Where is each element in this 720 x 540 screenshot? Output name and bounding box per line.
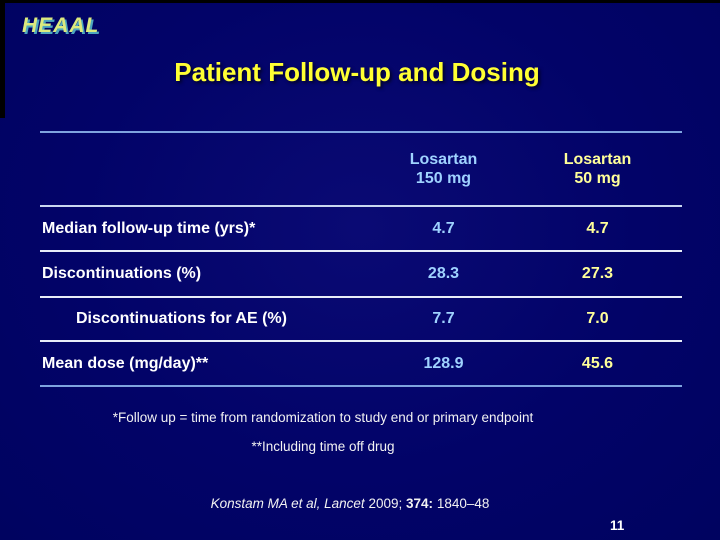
footnote-time-off-drug: **Including time off drug [251, 439, 395, 454]
slide-edge-artifact-left [0, 0, 5, 118]
heaal-logo: HEAAL [22, 14, 100, 37]
column-header-losartan-150-line2: 150 mg [415, 170, 472, 187]
citation-source: Konstam MA et al, Lancet [210, 496, 365, 511]
row-label: Mean dose (mg/day)** [42, 354, 209, 372]
cell-losartan-150: 4.7 [432, 219, 455, 237]
cell-losartan-150: 7.7 [432, 310, 455, 327]
slide-edge-artifact-top [0, 0, 720, 3]
footnotes: *Follow up = time from randomization to … [0, 410, 646, 454]
column-header-losartan-50-line1: Losartan [563, 151, 632, 168]
citation-year: 2009; [368, 496, 403, 511]
citation-volume: 374: [406, 496, 434, 511]
cell-losartan-50: 4.7 [586, 219, 609, 237]
citation-pages: 1840–48 [436, 496, 490, 511]
footnote-follow-up: *Follow up = time from randomization to … [112, 410, 534, 425]
column-header-losartan-50: Losartan 50 mg [515, 150, 680, 188]
slide-title: Patient Follow-up and Dosing [174, 57, 540, 87]
cell-losartan-150: 128.9 [423, 354, 464, 372]
table-header-row: Losartan 150 mg Losartan 50 mg [40, 131, 682, 207]
table-row-discontinuations: Discontinuations (%) 28.3 27.3 [40, 252, 682, 298]
column-header-losartan-50-line2: 50 mg [574, 170, 621, 187]
row-label: Discontinuations for AE (%) [76, 310, 287, 327]
table-row-median-follow-up: Median follow-up time (yrs)* 4.7 4.7 [40, 207, 682, 252]
cell-losartan-150: 28.3 [427, 265, 460, 282]
page-number: 11 [610, 518, 625, 533]
citation: Konstam MA et al, Lancet 2009; 374: 1840… [0, 496, 700, 511]
row-label: Discontinuations (%) [42, 265, 202, 282]
table-row-mean-dose: Mean dose (mg/day)** 128.9 45.6 [40, 342, 682, 385]
cell-losartan-50: 27.3 [581, 265, 614, 282]
cell-losartan-50: 45.6 [581, 354, 614, 372]
row-label: Median follow-up time (yrs)* [42, 219, 256, 237]
table-row-discontinuations-ae: Discontinuations for AE (%) 7.7 7.0 [40, 298, 682, 342]
column-header-losartan-150: Losartan 150 mg [372, 150, 515, 188]
cell-losartan-50: 7.0 [586, 310, 609, 327]
dosing-table: Losartan 150 mg Losartan 50 mg Median fo… [40, 131, 682, 387]
column-header-losartan-150-line1: Losartan [409, 151, 478, 168]
